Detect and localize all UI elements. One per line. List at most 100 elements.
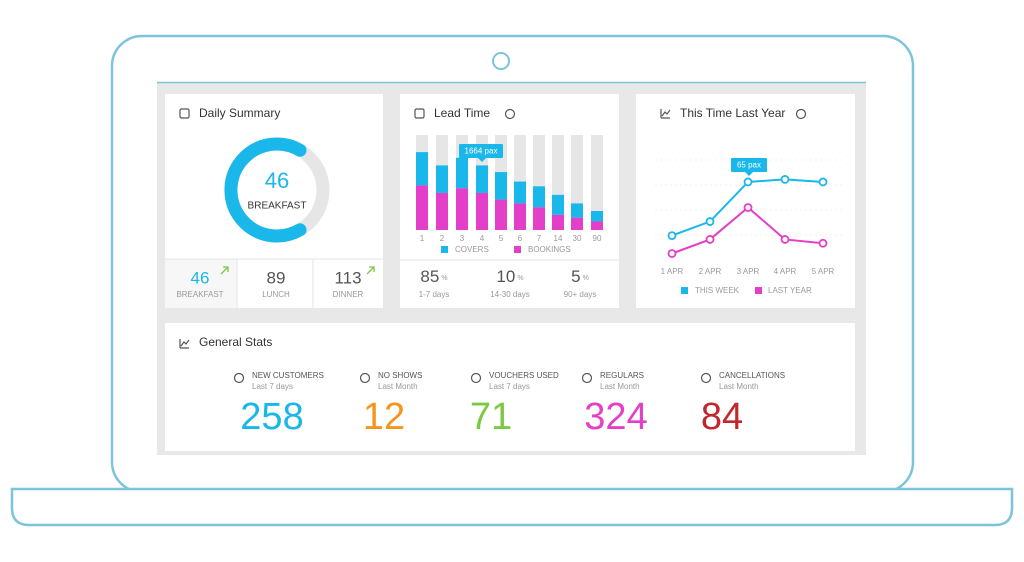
x-tick-label: 30 — [573, 234, 582, 243]
stat-value: 324 — [584, 396, 647, 438]
card-icon — [414, 108, 425, 119]
camera — [492, 52, 510, 70]
x-tick-label: 2 APR — [699, 267, 722, 276]
stat-unit: % — [441, 275, 447, 282]
trend-up-icon — [366, 266, 375, 275]
bar — [552, 214, 564, 230]
x-tick-label: 3 APR — [737, 267, 760, 276]
x-tick-label: 6 — [518, 234, 523, 243]
bar — [476, 165, 488, 193]
stat-value: 258 — [240, 396, 303, 438]
tooltip-text: 1664 pax — [465, 147, 498, 156]
legend-label: LAST YEAR — [768, 286, 812, 295]
stat-label: 14-30 days — [490, 290, 530, 299]
line-point — [780, 174, 790, 184]
x-tick-label: 7 — [537, 234, 542, 243]
x-tick-label: 90 — [593, 234, 602, 243]
line-point — [667, 231, 677, 241]
card-general-stats — [165, 323, 855, 451]
meal-value: 113 — [334, 268, 361, 287]
stat-value: 12 — [363, 396, 405, 438]
x-tick-label: 3 — [460, 234, 465, 243]
meal-value: 46 — [191, 268, 210, 287]
card-icon — [179, 108, 190, 119]
stat-unit: % — [517, 275, 523, 282]
x-tick-label: 5 — [499, 234, 504, 243]
card-title: Lead Time — [434, 106, 490, 120]
stat-value: 5% — [571, 267, 589, 286]
card-last-year — [636, 94, 855, 308]
tooltip-text: 65 pax — [737, 161, 761, 170]
card-icon — [179, 339, 190, 349]
bar — [436, 192, 448, 230]
legend-label: COVERS — [455, 245, 489, 254]
last-year-chart: 1 APR 2 APR 3 APR 4 APR 5 APR 65 pax THIS WEEK… — [655, 158, 842, 295]
legend-label: BOOKINGS — [528, 245, 571, 254]
bar — [456, 157, 468, 189]
line-point — [743, 203, 753, 212]
line-point — [780, 235, 790, 244]
legend-swatch — [514, 246, 521, 253]
bar — [571, 217, 583, 230]
tooltip-box — [731, 158, 767, 172]
x-tick-label: 5 APR — [812, 267, 835, 276]
card-title: Daily Summary — [199, 106, 280, 120]
stat-period: Last Month — [719, 382, 759, 391]
stat-icon — [359, 372, 371, 384]
laptop-base — [10, 487, 1014, 527]
meal-label: DINNER — [333, 290, 364, 299]
stat-number: 85 — [420, 267, 439, 286]
legend-label: THIS WEEK — [695, 286, 740, 295]
bar — [533, 207, 545, 230]
stat-title: NO SHOWS — [378, 371, 422, 380]
stat-icon — [233, 372, 245, 384]
bar — [571, 203, 583, 218]
bar-track — [591, 135, 603, 230]
card-icon — [660, 109, 671, 119]
info-icon — [504, 108, 516, 120]
line-point — [818, 177, 828, 187]
stat-icon — [700, 372, 712, 384]
bar — [456, 188, 468, 230]
stat-period: Last 7 days — [489, 382, 530, 391]
tooltip-box — [459, 144, 503, 158]
x-tick-label: 4 APR — [774, 267, 797, 276]
stat-period: Last Month — [600, 382, 640, 391]
stat-label: 1-7 days — [419, 290, 450, 299]
bar — [416, 152, 428, 186]
stat-value: 71 — [470, 396, 512, 438]
stat-title: VOUCHERS USED — [489, 371, 559, 380]
meal-value: 89 — [267, 268, 286, 287]
stat-title: NEW CUSTOMERS — [252, 371, 324, 380]
stat-value: 85% — [420, 267, 447, 286]
bar — [416, 185, 428, 230]
card-title: General Stats — [199, 335, 272, 349]
stat-label: 90+ days — [564, 290, 597, 299]
card-title: This Time Last Year — [680, 106, 785, 120]
bar — [476, 192, 488, 230]
stat-icon — [581, 372, 593, 384]
x-tick-label: 2 — [440, 234, 445, 243]
meal-label: BREAKFAST — [176, 290, 223, 299]
stat-title: REGULARS — [600, 371, 644, 380]
bar — [514, 181, 526, 204]
x-tick-label: 4 — [480, 234, 485, 243]
legend-swatch — [441, 246, 448, 253]
stat-title: CANCELLATIONS — [719, 371, 785, 380]
line-point — [705, 217, 715, 226]
line-point — [705, 235, 715, 244]
lead-time-stats: 85 % 1-7 days 10 % 14-30 days 5 % 90+ days — [419, 267, 597, 299]
bar — [436, 165, 448, 193]
x-tick-label: 1 APR — [661, 267, 684, 276]
bar — [591, 211, 603, 222]
tooltip-pointer — [745, 172, 753, 176]
stat-value: 10% — [496, 267, 523, 286]
stat-value: 84 — [701, 396, 743, 438]
x-tick-label: 1 — [420, 234, 425, 243]
general-stats: NEW CUSTOMERS Last 7 days 258 NO SHOWS Last … — [233, 371, 785, 438]
bar — [495, 199, 507, 230]
legend-swatch — [755, 287, 762, 294]
bar — [533, 186, 545, 208]
